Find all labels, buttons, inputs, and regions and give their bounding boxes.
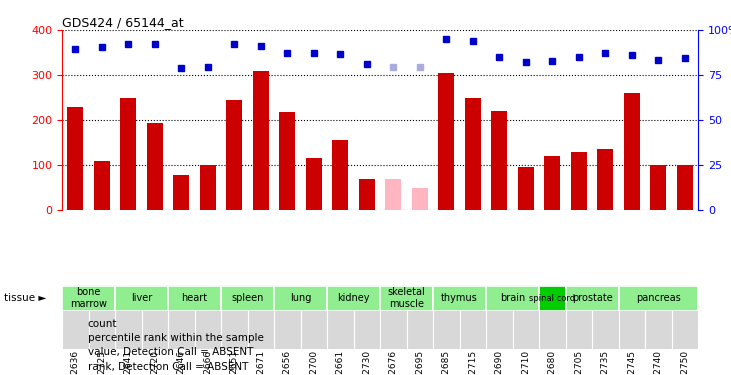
Bar bbox=[651, 165, 667, 210]
Bar bbox=[168, 285, 221, 311]
Bar bbox=[677, 165, 693, 210]
Bar bbox=[465, 98, 481, 210]
Text: spleen: spleen bbox=[232, 293, 264, 303]
Text: count: count bbox=[88, 319, 117, 329]
Bar bbox=[200, 165, 216, 210]
Bar bbox=[359, 178, 375, 210]
Text: thymus: thymus bbox=[442, 293, 478, 303]
Bar bbox=[545, 156, 561, 210]
Text: rank, Detection Call = ABSENT: rank, Detection Call = ABSENT bbox=[88, 362, 248, 372]
Bar bbox=[333, 140, 348, 210]
Bar bbox=[173, 175, 189, 210]
Text: heart: heart bbox=[181, 293, 208, 303]
Bar bbox=[385, 178, 401, 210]
Bar bbox=[539, 285, 566, 311]
Text: percentile rank within the sample: percentile rank within the sample bbox=[88, 333, 264, 343]
Bar bbox=[597, 149, 613, 210]
Bar bbox=[227, 100, 243, 210]
Bar bbox=[518, 167, 534, 210]
Bar bbox=[491, 111, 507, 210]
Bar bbox=[67, 106, 83, 210]
Text: tissue ►: tissue ► bbox=[4, 293, 46, 303]
Bar bbox=[121, 98, 136, 210]
Bar bbox=[486, 285, 539, 311]
Text: lung: lung bbox=[290, 293, 311, 303]
Bar bbox=[147, 123, 163, 210]
Bar bbox=[115, 285, 168, 311]
Bar bbox=[412, 188, 428, 210]
Text: GDS424 / 65144_at: GDS424 / 65144_at bbox=[62, 16, 183, 29]
Text: pancreas: pancreas bbox=[636, 293, 681, 303]
Bar bbox=[62, 285, 115, 311]
Bar bbox=[279, 112, 295, 210]
Text: skeletal
muscle: skeletal muscle bbox=[387, 287, 425, 309]
Bar bbox=[618, 285, 698, 311]
Bar bbox=[624, 93, 640, 210]
Text: brain: brain bbox=[500, 293, 526, 303]
Text: value, Detection Call = ABSENT: value, Detection Call = ABSENT bbox=[88, 348, 253, 357]
Bar bbox=[327, 285, 380, 311]
Bar bbox=[439, 73, 454, 210]
Bar bbox=[221, 285, 274, 311]
Text: bone
marrow: bone marrow bbox=[70, 287, 107, 309]
Bar bbox=[571, 152, 587, 210]
Text: spinal cord: spinal cord bbox=[529, 294, 575, 303]
Bar bbox=[253, 70, 269, 210]
Text: kidney: kidney bbox=[338, 293, 370, 303]
Bar bbox=[433, 285, 486, 311]
Bar bbox=[380, 285, 433, 311]
Text: prostate: prostate bbox=[572, 293, 613, 303]
Bar bbox=[274, 285, 327, 311]
Bar bbox=[566, 285, 618, 311]
Text: liver: liver bbox=[131, 293, 152, 303]
Bar bbox=[94, 160, 110, 210]
Bar bbox=[306, 158, 322, 210]
